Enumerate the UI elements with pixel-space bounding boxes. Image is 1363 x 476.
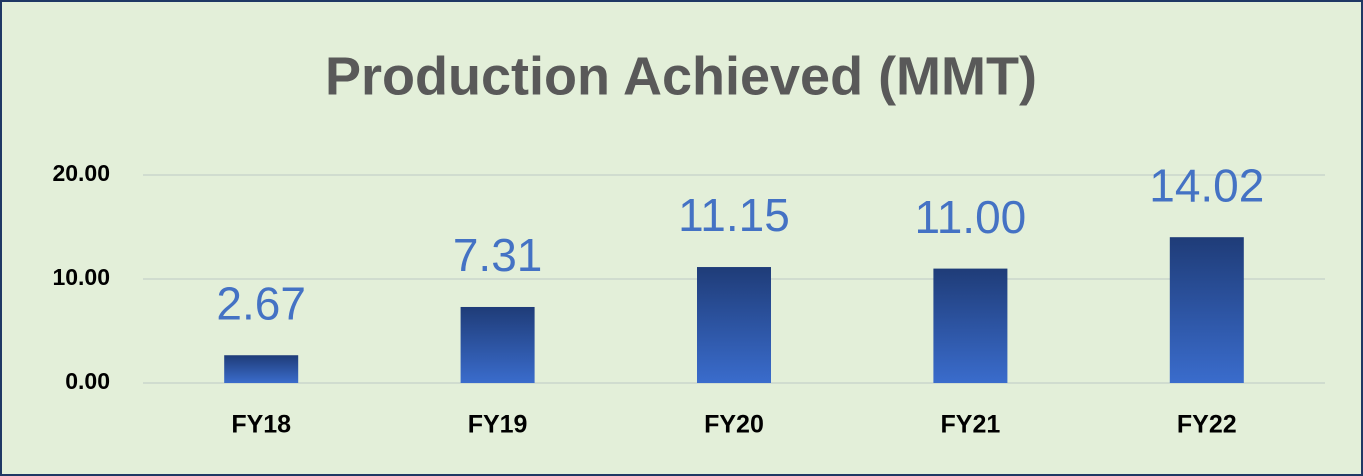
y-tick-label: 0.00 [65, 368, 110, 394]
chart-title: Production Achieved (MMT) [325, 46, 1037, 106]
bar [933, 268, 1008, 383]
value-label: 7.31 [453, 229, 543, 281]
value-label: 11.15 [678, 189, 790, 241]
x-tick-label: FY21 [941, 411, 1001, 439]
value-label: 14.02 [1149, 159, 1264, 211]
x-tick-label: FY19 [468, 411, 528, 439]
bar [460, 306, 535, 383]
x-tick-label: FY20 [704, 411, 764, 439]
value-label: 2.67 [216, 277, 306, 329]
x-tick-label: FY18 [231, 411, 291, 439]
x-tick-label: FY22 [1177, 411, 1237, 439]
y-tick-label: 10.00 [52, 264, 110, 290]
value-label: 11.00 [915, 191, 1027, 243]
bar [697, 267, 771, 383]
bar [224, 355, 299, 383]
y-tick-label: 20.00 [52, 160, 110, 186]
bar [1169, 237, 1244, 383]
